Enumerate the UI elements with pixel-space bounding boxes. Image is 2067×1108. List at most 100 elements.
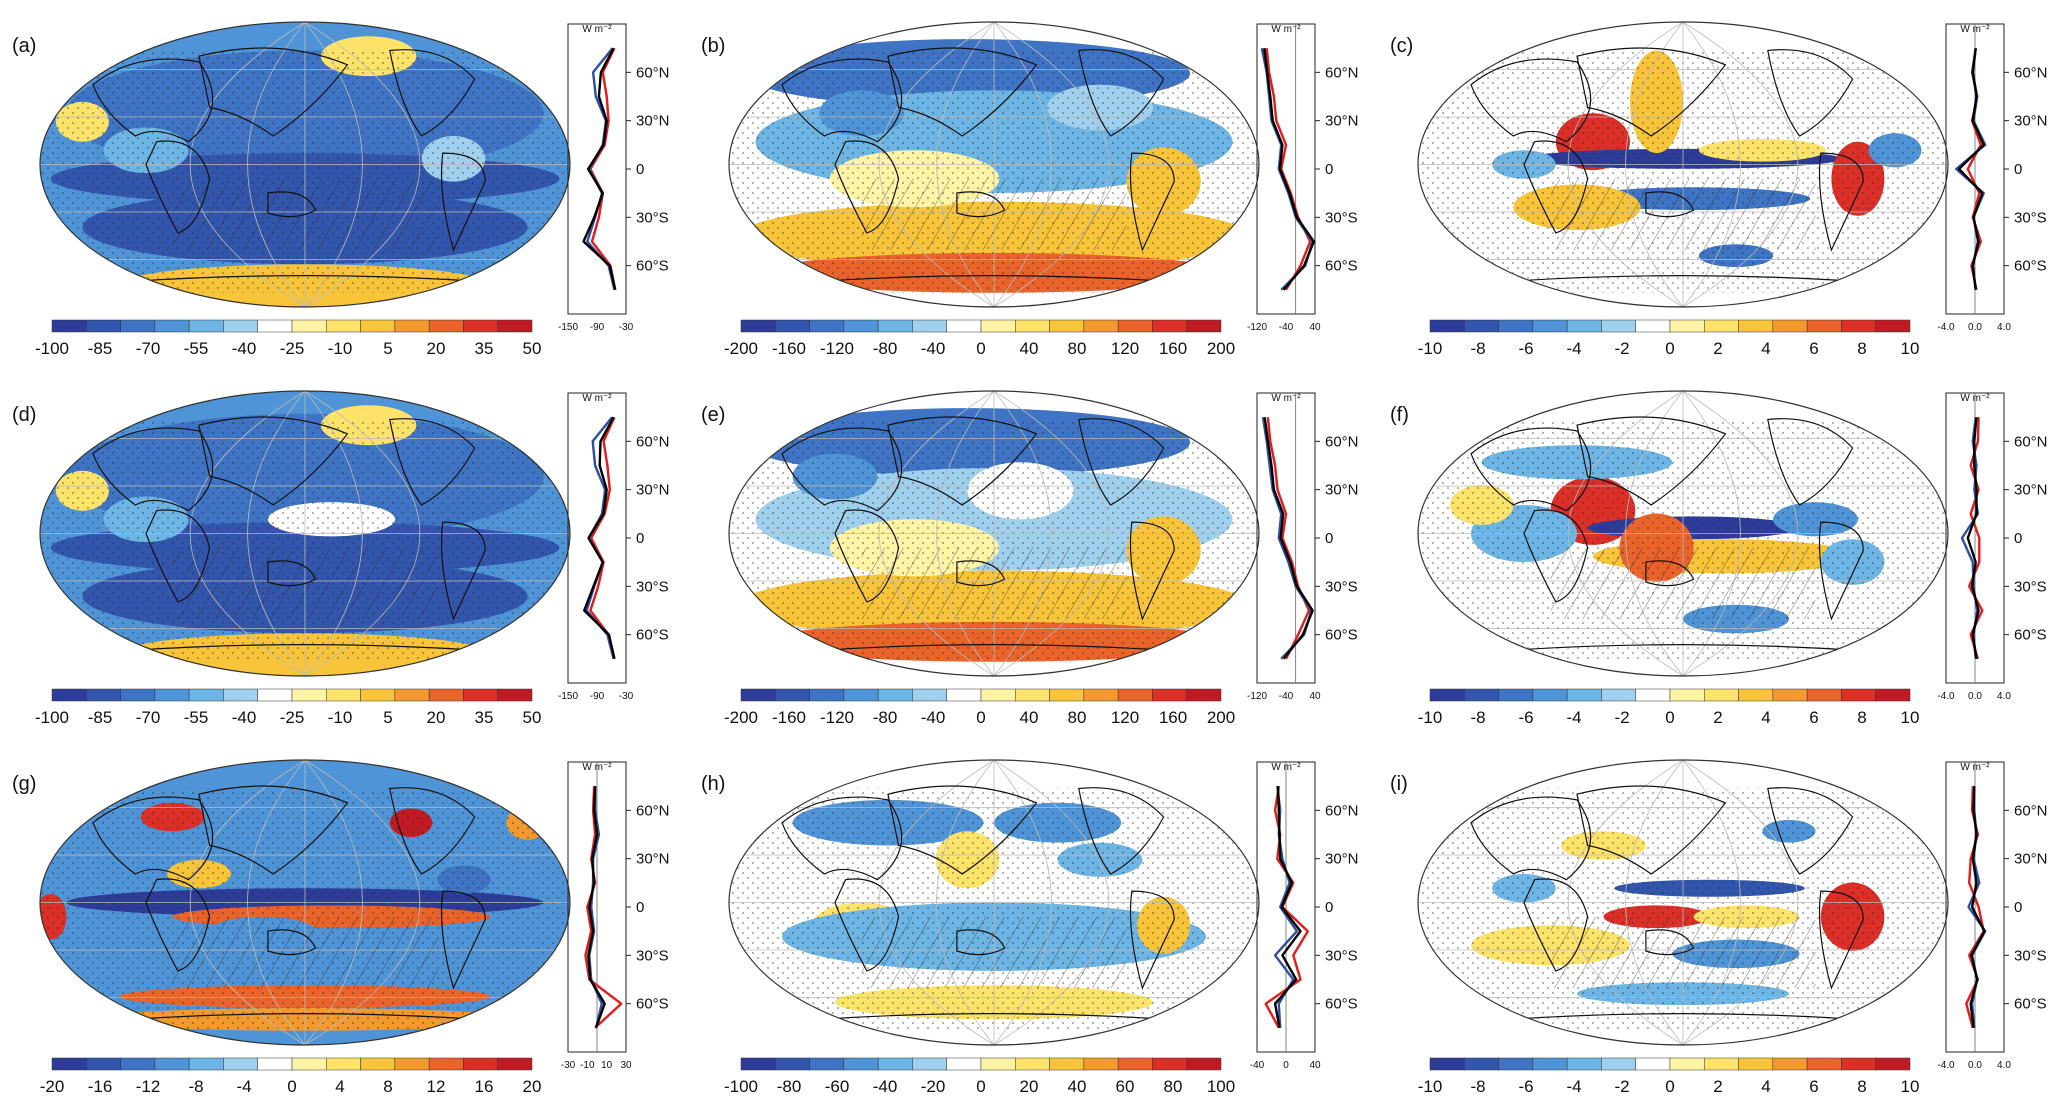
colorbar-tick-label: 60 — [1116, 1077, 1135, 1096]
colorbar-bin — [1049, 1057, 1085, 1071]
colorbar: -100 -80 -60 -40 -20 0 20 40 60 80 100 — [724, 1057, 1235, 1096]
colorbar-tick-label: -80 — [777, 1077, 802, 1096]
coastline — [781, 796, 903, 881]
colorbar-bin — [1635, 319, 1671, 333]
coastline — [145, 509, 211, 603]
colorbar-bin — [1015, 1057, 1050, 1071]
profile-lat-label: 30°N — [636, 482, 670, 499]
coastline — [1818, 152, 1864, 252]
colorbar-tick-label: 4 — [1761, 339, 1770, 358]
graticule-meridian — [189, 391, 306, 676]
zonal-profile: W m⁻² 60°N 30°N 0 30°S 60°S -120 -40 40 — [1247, 392, 1359, 702]
graticule-meridian — [1625, 760, 1684, 1045]
map-field — [729, 22, 1259, 307]
colorbar-tick-label: 20 — [1020, 1077, 1039, 1096]
colorbar-bin — [980, 319, 1016, 333]
graticule-meridian — [1625, 22, 1684, 307]
colorbar-tick-label: 80 — [1068, 708, 1087, 727]
colorbar-tick-label: -200 — [724, 339, 758, 358]
colorbar-tick-label: 40 — [1020, 339, 1039, 358]
colorbar-tick-label: 20 — [427, 339, 446, 358]
colorbar-bin — [291, 319, 327, 333]
colorbar-bin — [360, 319, 396, 333]
profile-x-tick-label: 10 — [601, 1060, 613, 1071]
profile-lat-label: 60°S — [636, 627, 669, 644]
colorbar-bin — [775, 688, 810, 702]
profile-x-tick-label: -120 — [1247, 691, 1267, 702]
colorbar-bin — [1152, 1057, 1187, 1071]
map-field — [729, 391, 1259, 676]
panel-label: (b) — [701, 35, 725, 57]
coastline — [267, 191, 317, 218]
colorbar-bin — [1049, 319, 1085, 333]
coastline — [440, 890, 486, 990]
coastline — [198, 416, 349, 506]
colorbar-bin — [1704, 688, 1739, 702]
map-outline — [1417, 21, 1949, 308]
colorbar: -200 -160 -120 -80 -40 0 40 80 120 160 200 — [724, 319, 1235, 358]
profile-lat-label: 60°S — [2014, 627, 2047, 644]
colorbar-tick-label: 8 — [383, 1077, 392, 1096]
colorbar-bin — [1429, 319, 1465, 333]
coastline — [267, 560, 317, 587]
colorbar-tick-label: -85 — [88, 708, 113, 727]
colorbar-bin — [188, 1057, 224, 1071]
colorbar-bin — [1464, 688, 1499, 702]
colorbar-bin — [775, 1057, 810, 1071]
colorbar-bin — [912, 1057, 947, 1071]
colorbar-tick-label: -10 — [1418, 1077, 1443, 1096]
colorbar-tick-label: 80 — [1164, 1077, 1183, 1096]
coastline — [440, 521, 486, 621]
colorbar-bin — [120, 1057, 156, 1071]
colorbar-tick-label: -70 — [136, 339, 161, 358]
profile-lat-label: 60°S — [636, 258, 669, 275]
colorbar-bin — [497, 1057, 533, 1071]
graticule-meridian — [304, 22, 421, 307]
colorbar-bin — [1566, 688, 1602, 702]
panel-a: (a) -100 -85 -70 -55 -40 -25 -10 5 20 35 50 W m⁻² 60°… — [12, 21, 670, 358]
graticule-meridian — [304, 22, 363, 307]
colorbar-bin — [1738, 319, 1774, 333]
colorbar-tick-label: -12 — [136, 1077, 161, 1096]
colorbar-bin — [188, 319, 224, 333]
map-outline — [39, 390, 571, 677]
profile-lat-label: 60°N — [1325, 433, 1359, 450]
profile-x-tick-label: -40 — [1279, 691, 1294, 702]
colorbar-bin — [1117, 1057, 1153, 1071]
colorbar-bin — [843, 688, 879, 702]
colorbar-tick-label: 8 — [1857, 339, 1866, 358]
coastline — [1470, 796, 1592, 881]
colorbar-bin — [1875, 319, 1911, 333]
colorbar-bin — [223, 688, 258, 702]
coastline — [1129, 521, 1175, 621]
coastline — [781, 58, 903, 143]
colorbar: -10 -8 -6 -4 -2 0 2 4 6 8 10 — [1418, 1057, 1919, 1096]
colorbar-tick-label: -160 — [772, 339, 806, 358]
coastline — [1818, 890, 1864, 990]
colorbar-bin — [360, 688, 396, 702]
colorbar-bin — [394, 1057, 430, 1071]
profile-series-black — [1263, 48, 1315, 291]
colorbar-bin — [1738, 688, 1774, 702]
map-outline — [39, 759, 571, 1046]
colorbar: -10 -8 -6 -4 -2 0 2 4 6 8 10 — [1418, 688, 1919, 727]
colorbar-tick-label: 10 — [1901, 339, 1920, 358]
colorbar-tick-label: -40 — [873, 1077, 898, 1096]
graticule-meridian — [1567, 391, 1684, 676]
profile-x-tick-label: -4.0 — [1937, 1060, 1955, 1071]
colorbar-bin — [1601, 688, 1636, 702]
graticule-meridian — [304, 391, 421, 676]
profile-x-tick-label: -90 — [590, 322, 605, 333]
colorbar-bin — [912, 319, 947, 333]
profile-series-black — [582, 47, 617, 291]
colorbar-bin — [1875, 1057, 1911, 1071]
colorbar-bin — [154, 1057, 190, 1071]
colorbar-tick-label: 0 — [976, 1077, 985, 1096]
colorbar-bin — [1049, 688, 1085, 702]
colorbar-bin — [326, 688, 361, 702]
profile-x-tick-label: -10 — [580, 1060, 595, 1071]
coastline — [1078, 787, 1165, 875]
profile-lat-label: 30°S — [1325, 209, 1358, 226]
colorbar-bin — [1532, 1057, 1568, 1071]
